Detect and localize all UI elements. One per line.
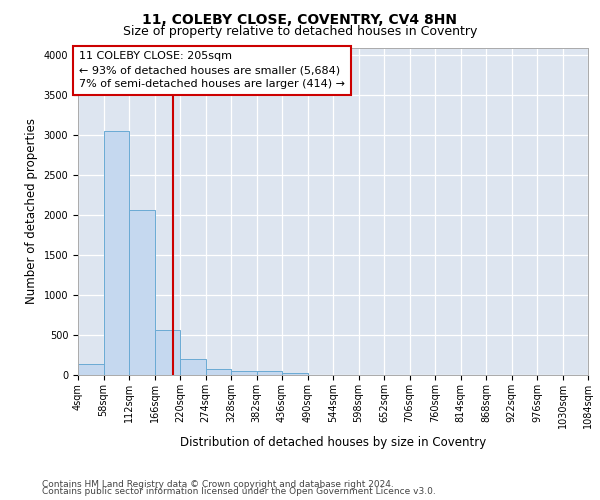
Text: Contains public sector information licensed under the Open Government Licence v3: Contains public sector information licen… — [42, 488, 436, 496]
Bar — [104, 130, 129, 375]
Bar — [78, 364, 104, 375]
Bar — [180, 359, 205, 375]
Bar — [129, 210, 155, 375]
Bar — [257, 372, 282, 375]
Text: 11, COLEBY CLOSE, COVENTRY, CV4 8HN: 11, COLEBY CLOSE, COVENTRY, CV4 8HN — [143, 12, 458, 26]
Text: 11 COLEBY CLOSE: 205sqm
← 93% of detached houses are smaller (5,684)
7% of semi-: 11 COLEBY CLOSE: 205sqm ← 93% of detache… — [79, 52, 345, 90]
Y-axis label: Number of detached properties: Number of detached properties — [25, 118, 38, 304]
Text: Size of property relative to detached houses in Coventry: Size of property relative to detached ho… — [123, 25, 477, 38]
Bar — [282, 372, 308, 375]
Bar — [206, 368, 231, 375]
X-axis label: Distribution of detached houses by size in Coventry: Distribution of detached houses by size … — [180, 436, 486, 449]
Bar — [155, 330, 180, 375]
Text: Contains HM Land Registry data © Crown copyright and database right 2024.: Contains HM Land Registry data © Crown c… — [42, 480, 394, 489]
Bar — [231, 370, 257, 375]
